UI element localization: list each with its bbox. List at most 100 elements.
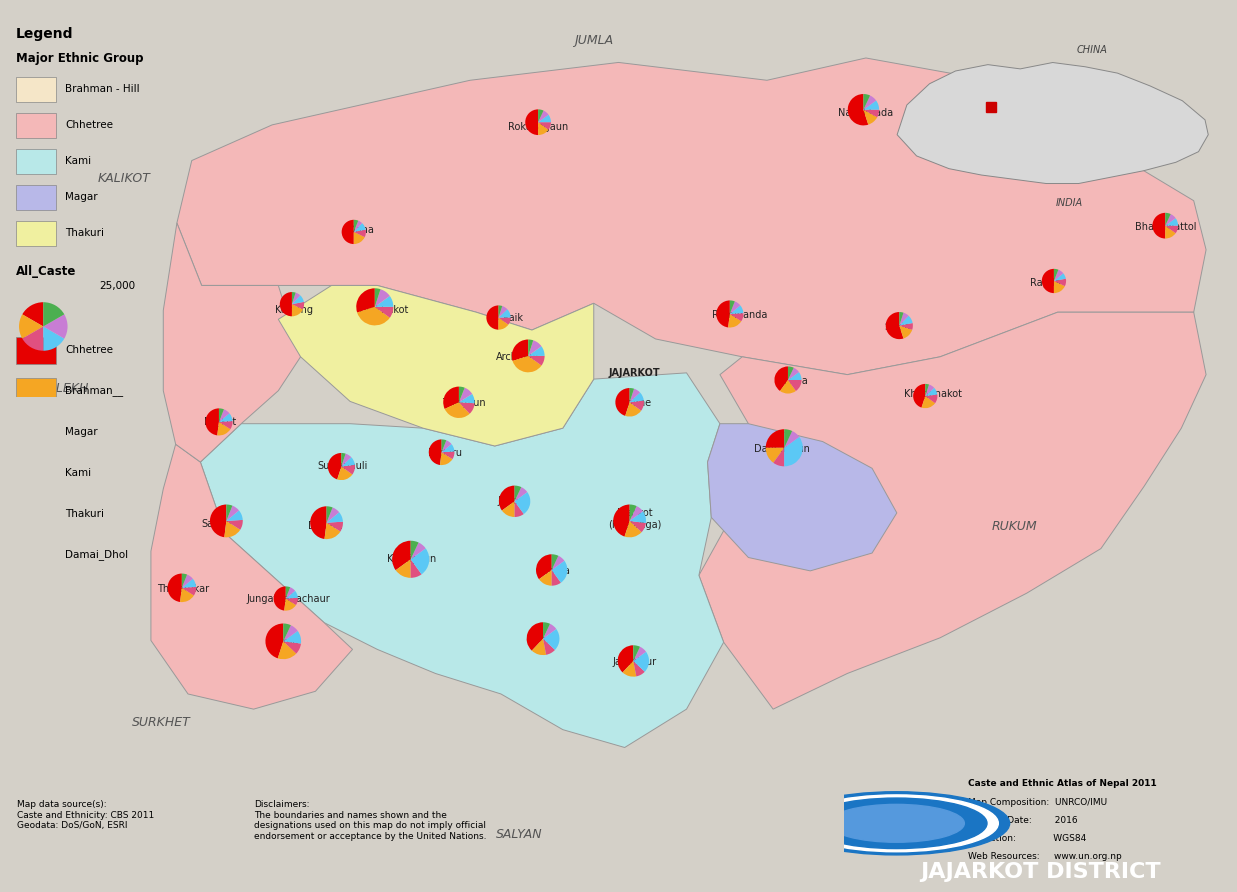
Wedge shape xyxy=(536,554,552,579)
Text: Sakla: Sakla xyxy=(884,322,912,333)
Text: INDIA: INDIA xyxy=(1055,198,1082,208)
Text: KALIKOT: KALIKOT xyxy=(98,172,150,185)
Wedge shape xyxy=(219,413,233,422)
Wedge shape xyxy=(899,326,912,338)
Text: Kami: Kami xyxy=(66,156,92,166)
Polygon shape xyxy=(200,373,724,747)
Wedge shape xyxy=(633,647,646,661)
Wedge shape xyxy=(625,402,641,417)
Wedge shape xyxy=(280,292,292,317)
Text: Major Ethnic Group: Major Ethnic Group xyxy=(16,52,143,65)
Wedge shape xyxy=(538,111,548,122)
Wedge shape xyxy=(181,588,194,602)
Wedge shape xyxy=(396,559,411,578)
FancyBboxPatch shape xyxy=(16,377,56,405)
Circle shape xyxy=(829,805,965,842)
Circle shape xyxy=(807,798,987,848)
Wedge shape xyxy=(411,541,418,559)
Wedge shape xyxy=(224,521,240,537)
Wedge shape xyxy=(925,384,929,396)
Polygon shape xyxy=(177,58,1206,375)
Text: SURKHET: SURKHET xyxy=(131,716,190,729)
Wedge shape xyxy=(327,508,339,523)
Wedge shape xyxy=(512,340,528,361)
Text: RUKUM: RUKUM xyxy=(992,520,1037,533)
Wedge shape xyxy=(899,312,903,326)
Wedge shape xyxy=(863,95,876,110)
Wedge shape xyxy=(617,645,633,673)
Wedge shape xyxy=(716,301,730,327)
Text: Brahman__: Brahman__ xyxy=(66,385,124,396)
FancyBboxPatch shape xyxy=(16,186,56,210)
Wedge shape xyxy=(538,122,550,129)
Wedge shape xyxy=(630,511,646,523)
Wedge shape xyxy=(730,301,735,314)
Polygon shape xyxy=(151,444,353,709)
Wedge shape xyxy=(863,110,877,125)
Wedge shape xyxy=(43,314,68,339)
Wedge shape xyxy=(354,223,366,232)
Wedge shape xyxy=(459,386,465,402)
Wedge shape xyxy=(773,448,784,467)
Wedge shape xyxy=(502,501,515,517)
Wedge shape xyxy=(273,586,286,610)
Polygon shape xyxy=(897,62,1209,184)
Wedge shape xyxy=(899,313,909,326)
Wedge shape xyxy=(730,305,743,314)
Text: Brahman - Hill: Brahman - Hill xyxy=(66,84,140,95)
Wedge shape xyxy=(515,492,531,514)
Text: Sima: Sima xyxy=(275,637,299,648)
Text: All_Caste: All_Caste xyxy=(16,266,77,278)
Polygon shape xyxy=(699,312,1206,709)
Wedge shape xyxy=(327,522,343,532)
Text: Archhani: Archhani xyxy=(496,351,538,362)
Wedge shape xyxy=(515,487,527,501)
Wedge shape xyxy=(630,392,643,402)
FancyBboxPatch shape xyxy=(16,541,56,569)
Wedge shape xyxy=(539,570,552,586)
Wedge shape xyxy=(411,549,429,574)
Wedge shape xyxy=(43,326,64,351)
Wedge shape xyxy=(774,367,788,391)
Text: Salma: Salma xyxy=(202,518,231,529)
Wedge shape xyxy=(283,625,298,641)
Wedge shape xyxy=(283,631,301,644)
Wedge shape xyxy=(528,341,542,356)
Text: Caste and Ethnic Atlas of Nepal 2011: Caste and Ethnic Atlas of Nepal 2011 xyxy=(969,779,1157,789)
Wedge shape xyxy=(310,507,327,539)
Wedge shape xyxy=(283,624,291,641)
Wedge shape xyxy=(614,505,630,536)
Wedge shape xyxy=(411,559,422,578)
Text: Laha: Laha xyxy=(783,376,808,386)
Text: Chhetree: Chhetree xyxy=(66,345,113,355)
Wedge shape xyxy=(341,465,355,475)
Wedge shape xyxy=(22,302,43,326)
Wedge shape xyxy=(788,372,802,380)
Wedge shape xyxy=(411,542,426,559)
Wedge shape xyxy=(1042,268,1054,293)
Wedge shape xyxy=(1054,269,1064,281)
Text: Majkot: Majkot xyxy=(204,417,236,427)
Wedge shape xyxy=(633,661,644,676)
Text: Padaru: Padaru xyxy=(428,448,463,458)
Wedge shape xyxy=(526,110,538,135)
Text: Magar: Magar xyxy=(66,426,98,437)
Wedge shape xyxy=(499,318,511,325)
FancyBboxPatch shape xyxy=(16,149,56,174)
Wedge shape xyxy=(552,554,558,570)
Wedge shape xyxy=(766,448,784,463)
Wedge shape xyxy=(1165,219,1178,226)
Circle shape xyxy=(783,792,1009,855)
Wedge shape xyxy=(922,396,935,409)
Wedge shape xyxy=(1054,273,1066,281)
Wedge shape xyxy=(538,110,543,122)
Wedge shape xyxy=(218,422,230,435)
FancyBboxPatch shape xyxy=(16,336,56,364)
Wedge shape xyxy=(552,570,560,586)
Wedge shape xyxy=(182,574,187,588)
Wedge shape xyxy=(1054,268,1059,281)
Wedge shape xyxy=(459,394,475,403)
Wedge shape xyxy=(630,401,644,410)
Text: Dancagaun: Dancagaun xyxy=(753,443,810,454)
Wedge shape xyxy=(375,289,390,307)
